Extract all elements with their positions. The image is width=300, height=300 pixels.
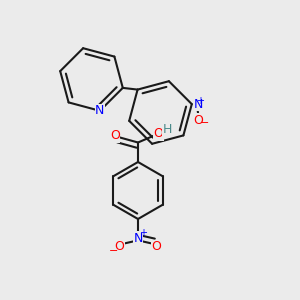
Text: O: O — [194, 114, 203, 127]
Text: N: N — [193, 98, 203, 111]
Text: H: H — [163, 122, 172, 136]
Text: N: N — [133, 232, 143, 245]
Text: −: − — [200, 118, 210, 128]
Text: O: O — [110, 129, 120, 142]
Text: O: O — [152, 240, 161, 254]
Text: O: O — [154, 127, 163, 140]
Text: +: + — [196, 95, 204, 106]
Text: O: O — [115, 240, 124, 254]
Text: N: N — [95, 104, 105, 117]
Text: −: − — [109, 246, 118, 256]
Text: +: + — [140, 228, 147, 238]
